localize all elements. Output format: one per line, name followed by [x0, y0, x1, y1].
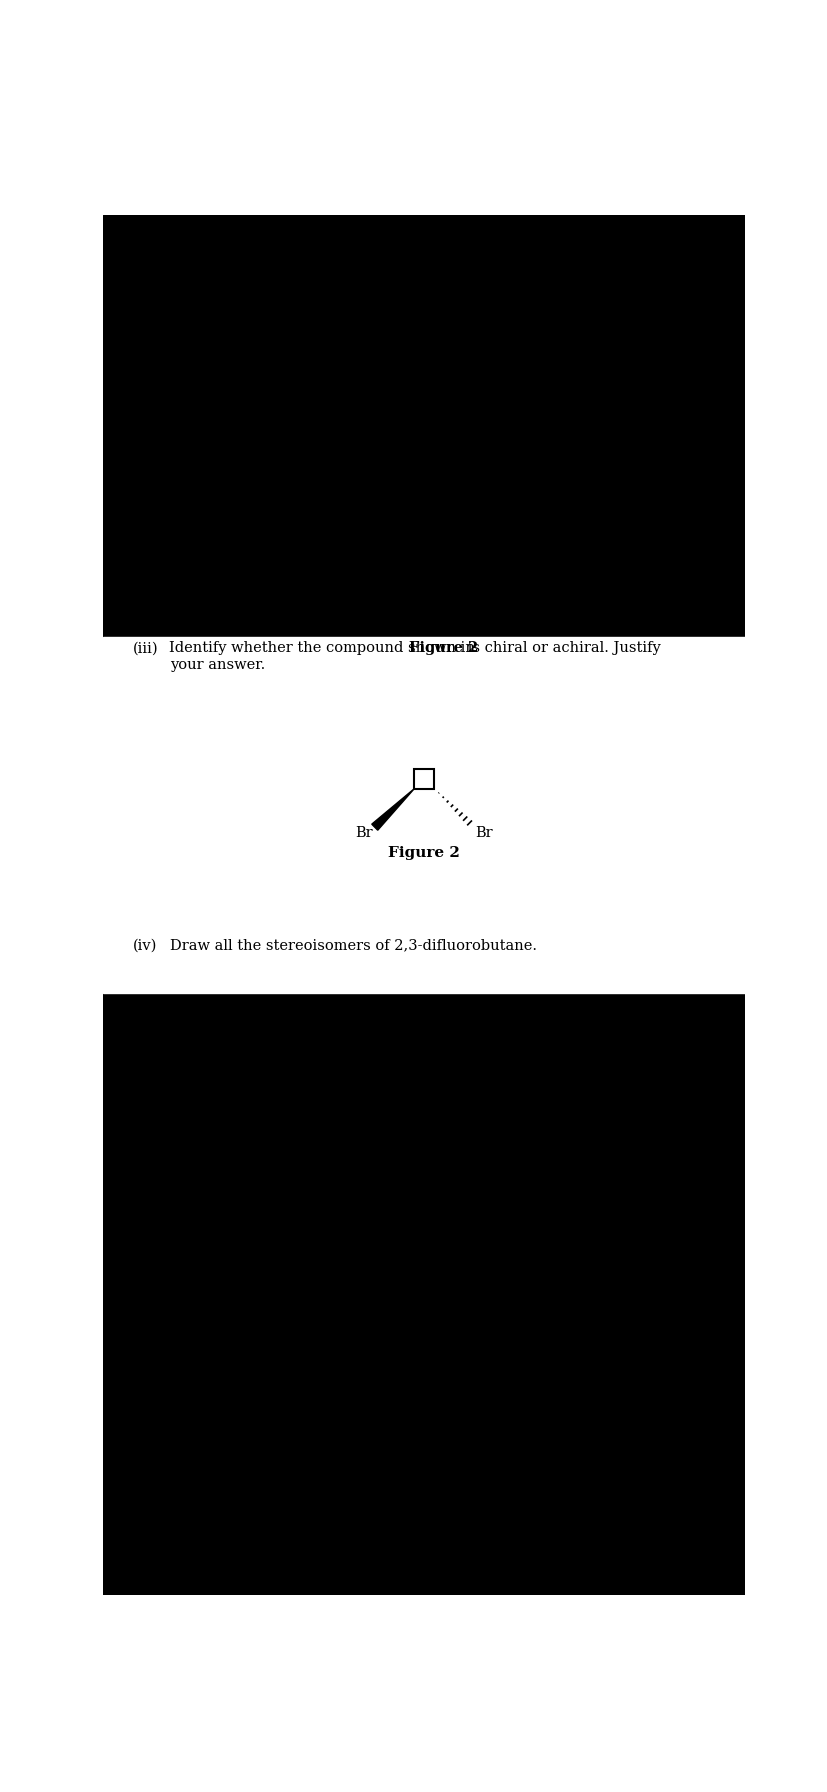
Text: (iii): (iii) — [133, 642, 159, 656]
Text: Br: Br — [475, 826, 493, 840]
Bar — [414, 769, 434, 788]
Bar — [103, 993, 744, 1595]
Text: Figure 2: Figure 2 — [409, 642, 478, 656]
Text: Figure 2: Figure 2 — [388, 846, 460, 860]
Polygon shape — [371, 788, 414, 830]
Text: Identify whether the compound shown in: Identify whether the compound shown in — [169, 642, 479, 656]
Text: (iv): (iv) — [133, 939, 157, 953]
Text: your answer.: your answer. — [170, 658, 265, 672]
Text: Br: Br — [355, 826, 373, 840]
Text: is chiral or achiral. Justify: is chiral or achiral. Justify — [462, 642, 660, 656]
Text: Draw all the stereoisomers of 2,3-difluorobutane.: Draw all the stereoisomers of 2,3-difluo… — [170, 939, 537, 953]
Bar — [103, 636, 744, 993]
Bar — [103, 215, 744, 636]
